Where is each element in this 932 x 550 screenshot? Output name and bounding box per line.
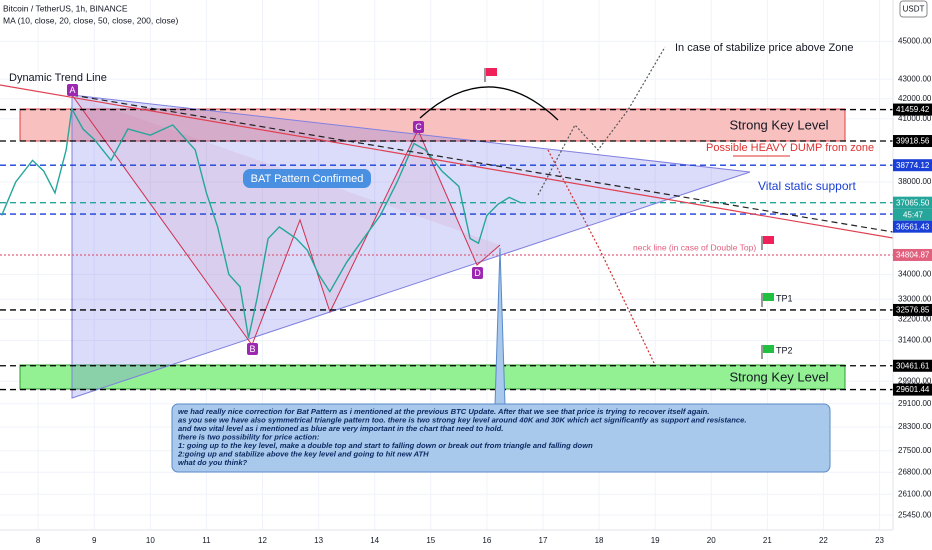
currency-button[interactable] [899, 0, 928, 18]
chart-title: Bitcoin / TetherUS, 1h, BINANCE [3, 3, 128, 13]
price-tag [893, 135, 932, 148]
price-tag-label: 41459.42 [896, 105, 930, 114]
x-tick-label: 18 [595, 536, 604, 545]
y-tick-label: 32200.00 [898, 315, 932, 324]
y-tick-label: 28300.00 [898, 422, 932, 431]
price-tags: 41459.42 39918.56 38774.12 37065.50 45:47 365… [893, 103, 932, 396]
price-tag [893, 103, 932, 116]
label-box [413, 121, 424, 133]
y-tick-label: 25450.00 [898, 510, 932, 519]
note-line: we had really nice correction for Bat Pa… [178, 407, 709, 416]
callout-pointer [494, 247, 506, 406]
point-label: B [249, 344, 255, 354]
annotation: BAT Pattern Confirmed [251, 173, 364, 185]
down-path [547, 149, 656, 366]
annotation: TP1 [776, 293, 793, 303]
annotation: In case of stabilize price above Zone [675, 42, 854, 54]
y-tick-label: 31400.00 [898, 336, 932, 345]
price-tag-label: 38774.12 [896, 161, 930, 170]
x-tick-label: 8 [36, 536, 41, 545]
label-box [472, 267, 483, 279]
countdown-box [893, 208, 932, 221]
price-tag-label: 37065.50 [896, 198, 930, 207]
label-box [247, 343, 258, 355]
y-tick-label: 41000.00 [898, 114, 932, 123]
x-tick-label: 9 [92, 536, 97, 545]
double-top-arrow [419, 86, 559, 121]
triangle [71, 94, 751, 399]
x-tick-label: 20 [707, 536, 716, 545]
annotation: Dynamic Trend Line [9, 72, 107, 84]
currency[interactable]: USDT [903, 5, 925, 14]
note-line: and two vital level as i mentioned as bl… [178, 424, 503, 433]
y-tick-label: 26100.00 [898, 489, 932, 498]
trend-line [0, 84, 894, 239]
price-tag [893, 248, 932, 261]
x-tick-label: 14 [370, 536, 379, 545]
flags [484, 68, 774, 359]
x-tick-label: 22 [819, 536, 828, 545]
price-tag [893, 196, 932, 209]
y-tick-label: 29100.00 [898, 399, 932, 408]
price-tag [893, 220, 932, 233]
x-tick-label: 13 [314, 536, 323, 545]
y-tick-label: 26800.00 [898, 467, 932, 476]
note-line: 2:going up and stabilize above the key l… [177, 450, 429, 459]
levels [0, 108, 893, 391]
up-path [537, 46, 666, 196]
x-tick-label: 11 [202, 536, 211, 545]
point-label: A [69, 85, 75, 95]
y-tick-label: 45000.00 [898, 37, 932, 46]
resistance-line [71, 94, 894, 233]
y-tick-label: 38000.00 [898, 177, 932, 186]
price-tag [893, 359, 932, 372]
note-line: there is two possibility for price actio… [178, 433, 320, 442]
y-tick-label: 34000.00 [898, 270, 932, 279]
price-tag [893, 303, 932, 316]
x-tick-label: 15 [426, 536, 435, 545]
x-tick-label: 12 [258, 536, 267, 545]
annotation: Possible HEAVY DUMP from zone [706, 142, 874, 154]
chart-subtitle: MA (10, close, 20, close, 50, close, 200… [3, 15, 178, 25]
price-tag-label: 30461.61 [896, 361, 930, 370]
price-tag [893, 159, 932, 172]
label-box [67, 84, 78, 96]
bat-box [243, 169, 371, 188]
note-line: as you see we have also symmetrical tria… [178, 416, 746, 425]
note-box [171, 403, 831, 473]
price-tag-label: 29601.44 [896, 385, 930, 394]
price-tag-label: 34804.87 [896, 251, 930, 260]
price-tag-label: 32576.85 [896, 306, 930, 315]
x-tick-label: 16 [482, 536, 491, 545]
axes: 45000.00 43000.00 42000.00 41000.00 38000.00… [36, 37, 932, 546]
price [1, 106, 521, 339]
note-line: what do you think? [178, 458, 248, 467]
price-tag-label: 39918.56 [896, 137, 930, 146]
annotation: neck line (in case of Double Top) [633, 242, 756, 252]
x-tick-label: 19 [651, 536, 660, 545]
y-tick-label: 27500.00 [898, 446, 932, 455]
annotation: Strong Key Level [729, 369, 828, 384]
x-tick-label: 21 [763, 536, 772, 545]
point-label: D [474, 268, 481, 278]
note-line: 1: going up to the key level, make a dou… [178, 441, 593, 450]
y-tick-label: 42000.00 [898, 94, 932, 103]
x-tick-label: 17 [539, 536, 548, 545]
annotation: TP2 [776, 345, 793, 355]
price-line [1, 106, 521, 339]
countdown: 45:47 [903, 210, 924, 219]
y-tick-label: 29900.00 [898, 376, 932, 385]
price-tag [893, 383, 932, 396]
y-tick-label: 33000.00 [898, 294, 932, 303]
x-tick-label: 23 [875, 536, 884, 545]
point-label: C [415, 122, 422, 132]
annotation: Strong Key Level [729, 117, 828, 132]
note: we had really nice correction for Bat Pa… [177, 407, 746, 467]
y-tick-label: 43000.00 [898, 74, 932, 83]
annotation: Vital static support [758, 179, 856, 193]
price-tag-label: 36561.43 [896, 222, 930, 231]
x-tick-label: 10 [146, 536, 155, 545]
